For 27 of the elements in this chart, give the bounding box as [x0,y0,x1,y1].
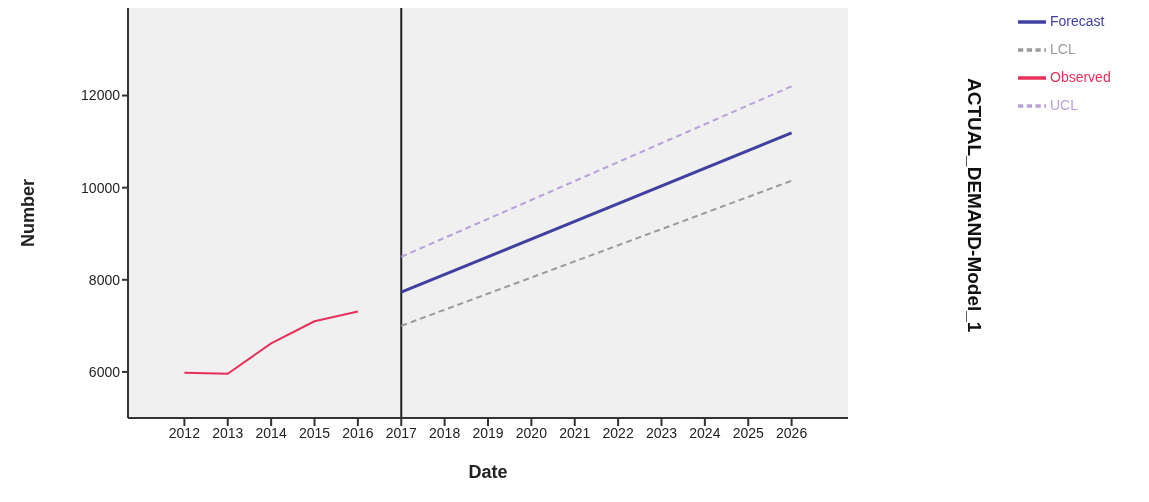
legend-label: LCL [1050,40,1076,57]
x-tick-label: 2024 [689,424,721,441]
x-tick-label: 2016 [342,424,374,441]
x-tick-label: 2022 [602,424,634,441]
x-tick-label: 2015 [298,424,331,441]
x-tick-label: 2019 [472,424,504,441]
x-axis-title: Date [468,462,508,482]
x-tick-label: 2014 [255,424,287,441]
text: ACTUAL_DEMAND-Model_1 [963,78,985,333]
x-tick-label: 2013 [212,424,244,441]
legend-label: UCL [1050,96,1079,113]
x-tick-label: 2026 [776,424,808,441]
x-tick-label: 2017 [385,424,418,441]
x-tick-label: 2021 [559,424,591,441]
x-tick-label: 2025 [732,424,765,441]
y-tick-label: 6000 [88,363,121,380]
y-axis-title: Number [18,178,39,248]
line-series [183,310,359,375]
y-tick-label: 12000 [81,87,121,104]
x-tick-label: 2023 [645,424,678,441]
x-tick-label: 2018 [429,424,461,441]
legend-label: Forecast [1050,12,1105,29]
x-tick-label: 2012 [168,424,201,441]
legend-label: Observed [1050,68,1111,85]
x-tick-label: 2020 [515,424,548,441]
y-tick-label: 10000 [81,179,121,196]
y-tick-label: 8000 [88,271,121,288]
